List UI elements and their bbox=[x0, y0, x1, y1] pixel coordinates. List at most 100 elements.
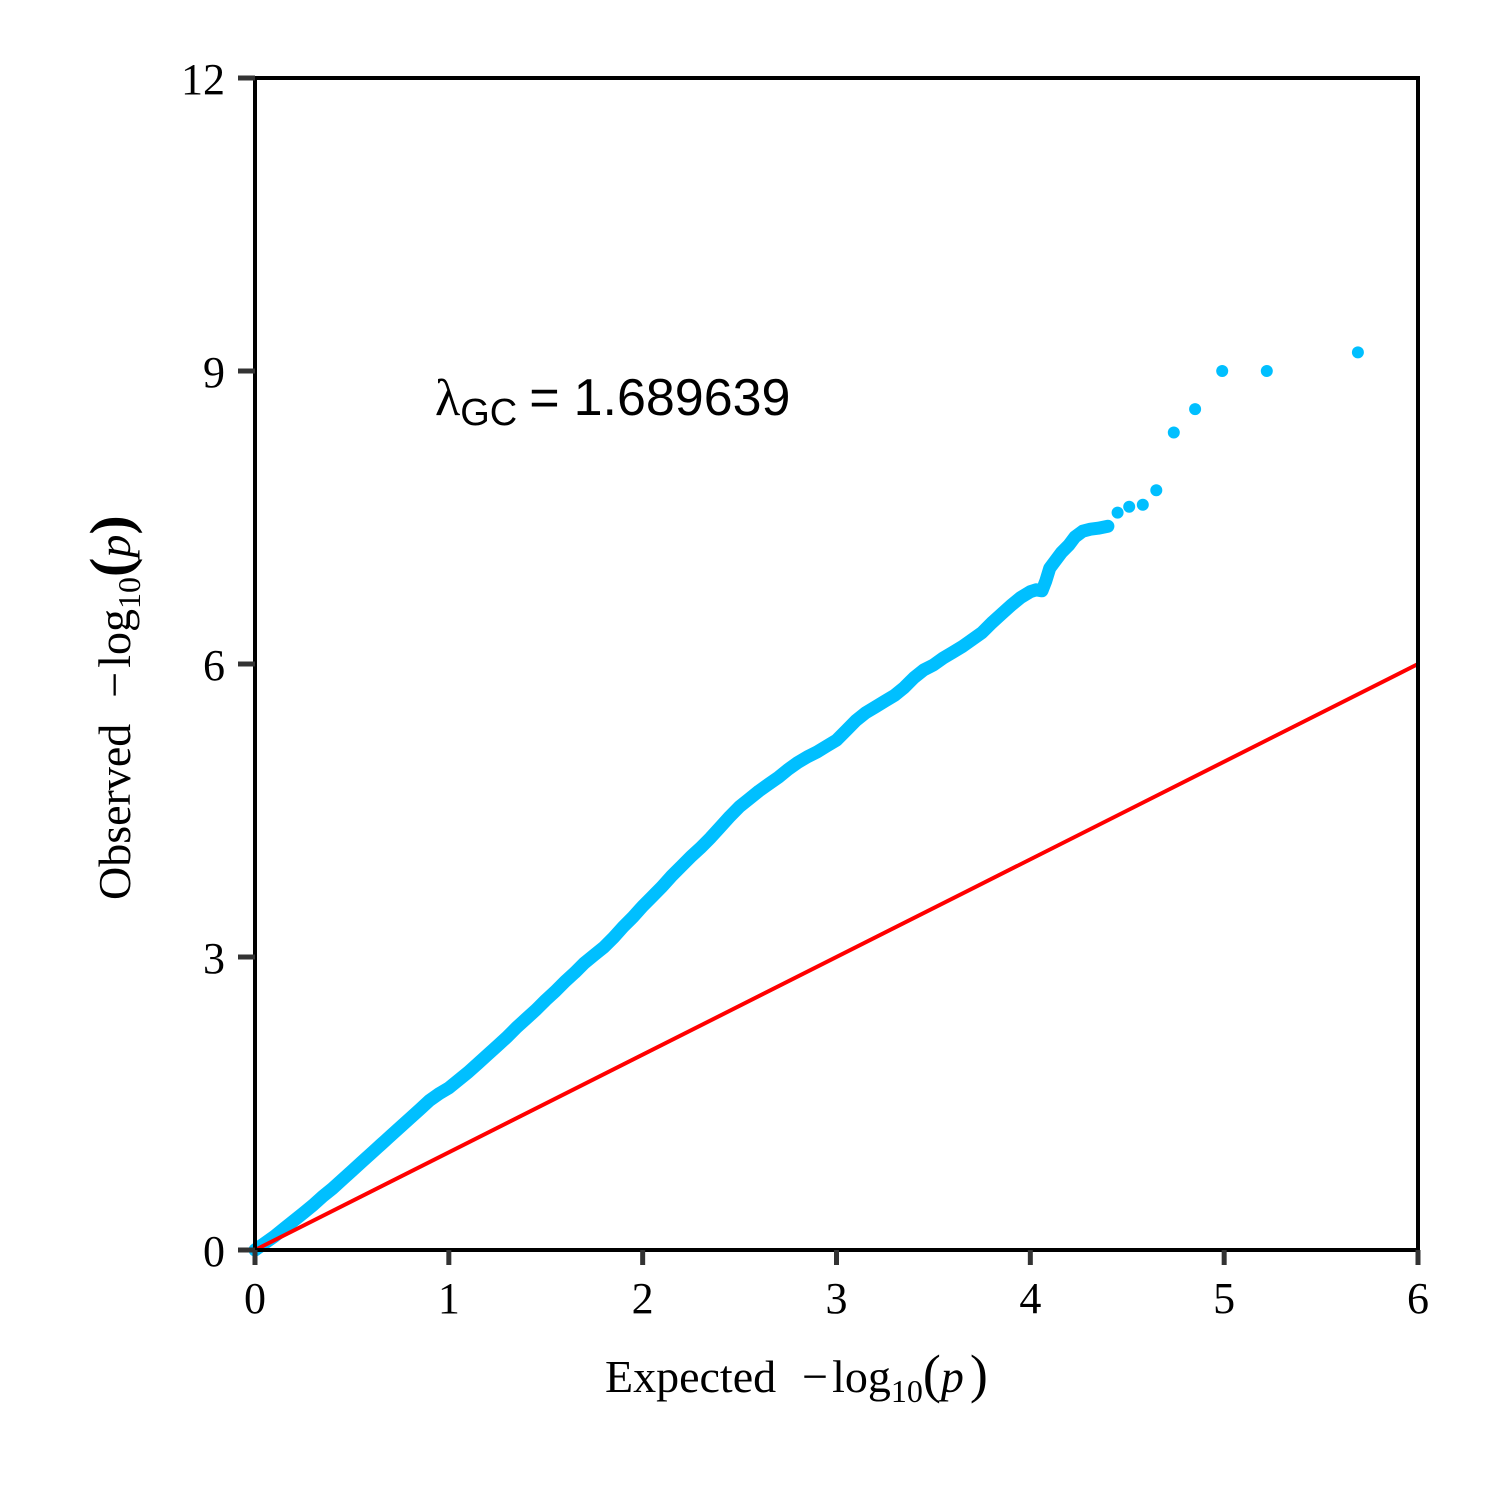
observed-point bbox=[394, 1120, 407, 1133]
plot-area bbox=[248, 346, 1419, 1257]
observed-point bbox=[665, 869, 678, 882]
y-tick-label: 12 bbox=[181, 55, 225, 104]
observed-point bbox=[1005, 599, 1017, 612]
observed-point bbox=[927, 659, 940, 671]
x-axis-title-minus: − bbox=[802, 1351, 828, 1402]
y-axis-title: Observed − log10(p) bbox=[78, 515, 147, 900]
observed-point bbox=[365, 1147, 378, 1160]
observed-point bbox=[762, 778, 775, 791]
observed-point bbox=[1216, 365, 1229, 377]
observed-point bbox=[888, 689, 901, 702]
observed-point bbox=[1136, 498, 1149, 511]
observed-point bbox=[946, 646, 959, 659]
expected-reference-line bbox=[254, 662, 1419, 1252]
y-tick-label: 0 bbox=[203, 1227, 225, 1276]
observed-point bbox=[559, 975, 572, 988]
observed-point bbox=[462, 1066, 475, 1079]
observed-point bbox=[646, 890, 659, 903]
observed-point bbox=[607, 931, 620, 944]
y-axis-title-var: p bbox=[89, 535, 140, 561]
observed-point bbox=[1055, 546, 1068, 559]
observed-point bbox=[1150, 484, 1163, 497]
observed-point bbox=[452, 1074, 465, 1087]
observed-point bbox=[375, 1138, 387, 1151]
observed-point bbox=[811, 745, 824, 758]
observed-point bbox=[307, 1199, 320, 1212]
x-axis-title-text: Expected bbox=[605, 1351, 776, 1402]
lambda-gc-annotation: λGC = 1.689639 bbox=[435, 369, 790, 434]
observed-point bbox=[404, 1112, 417, 1125]
x-axis-title-close: ) bbox=[970, 1344, 988, 1404]
x-tick-label: 5 bbox=[1213, 1274, 1235, 1323]
x-axis-title-open: ( bbox=[923, 1344, 941, 1404]
observed-point bbox=[694, 841, 707, 854]
y-axis-title-text: Observed bbox=[89, 724, 140, 900]
x-tick-label: 0 bbox=[244, 1274, 266, 1323]
observed-point bbox=[1260, 365, 1273, 377]
observed-point bbox=[539, 994, 552, 1006]
observed-point bbox=[849, 714, 862, 727]
observed-point bbox=[501, 1031, 513, 1044]
observed-point bbox=[1092, 522, 1105, 535]
x-tick-label: 6 bbox=[1407, 1274, 1429, 1323]
observed-point bbox=[384, 1129, 397, 1142]
observed-point bbox=[1111, 506, 1124, 519]
observed-point bbox=[830, 734, 843, 747]
observed-point bbox=[772, 771, 785, 784]
observed-point bbox=[801, 750, 814, 763]
observed-point bbox=[1039, 575, 1052, 587]
lambda-equals: = bbox=[529, 369, 559, 427]
x-tick-label: 3 bbox=[826, 1274, 848, 1323]
x-axis-title-log: log bbox=[832, 1351, 891, 1402]
observed-point bbox=[345, 1164, 358, 1177]
observed-point bbox=[627, 911, 639, 923]
observed-point bbox=[491, 1039, 504, 1052]
y-axis-title-open: ( bbox=[78, 558, 143, 577]
observed-point bbox=[530, 1003, 543, 1016]
observed-point bbox=[636, 900, 649, 913]
observed-point bbox=[617, 920, 630, 933]
observed-point bbox=[326, 1182, 339, 1195]
observed-point bbox=[316, 1190, 329, 1203]
observed-point bbox=[588, 949, 601, 961]
observed-point bbox=[685, 850, 698, 863]
observed-point bbox=[471, 1057, 484, 1070]
lambda-subscript: GC bbox=[460, 392, 517, 434]
observed-point bbox=[714, 821, 727, 834]
y-tick-label: 6 bbox=[203, 641, 225, 690]
observed-point bbox=[820, 740, 833, 752]
observed-point bbox=[908, 671, 920, 684]
y-axis-title-log: log bbox=[89, 609, 140, 668]
observed-point bbox=[782, 763, 794, 776]
observed-point bbox=[433, 1087, 446, 1100]
observed-point bbox=[568, 966, 581, 979]
observed-point bbox=[743, 792, 756, 805]
observed-point bbox=[481, 1048, 494, 1061]
observed-point bbox=[423, 1094, 436, 1107]
observed-point bbox=[985, 617, 998, 629]
observed-point bbox=[297, 1206, 310, 1219]
observed-point bbox=[995, 608, 1008, 621]
observed-point bbox=[753, 785, 765, 797]
observed-point bbox=[704, 831, 717, 844]
observed-point bbox=[1036, 584, 1048, 597]
observed-point bbox=[937, 652, 950, 665]
x-tick-label: 1 bbox=[438, 1274, 460, 1323]
y-tick-label: 9 bbox=[203, 348, 225, 397]
lambda-symbol: λ bbox=[435, 370, 460, 427]
observed-point bbox=[791, 756, 804, 769]
observed-point bbox=[733, 800, 746, 813]
observed-point bbox=[898, 681, 911, 694]
x-tick-label: 4 bbox=[1019, 1274, 1041, 1323]
x-tick-label: 2 bbox=[632, 1274, 654, 1323]
observed-point bbox=[278, 1222, 291, 1235]
x-axis-title: Expected −log10(p) bbox=[605, 1344, 988, 1409]
observed-point bbox=[859, 706, 872, 719]
observed-point bbox=[1167, 426, 1180, 439]
y-axis-title-minus: − bbox=[89, 672, 140, 698]
lambda-value: 1.689639 bbox=[574, 369, 791, 427]
observed-point bbox=[413, 1103, 426, 1116]
observed-point bbox=[597, 941, 610, 954]
